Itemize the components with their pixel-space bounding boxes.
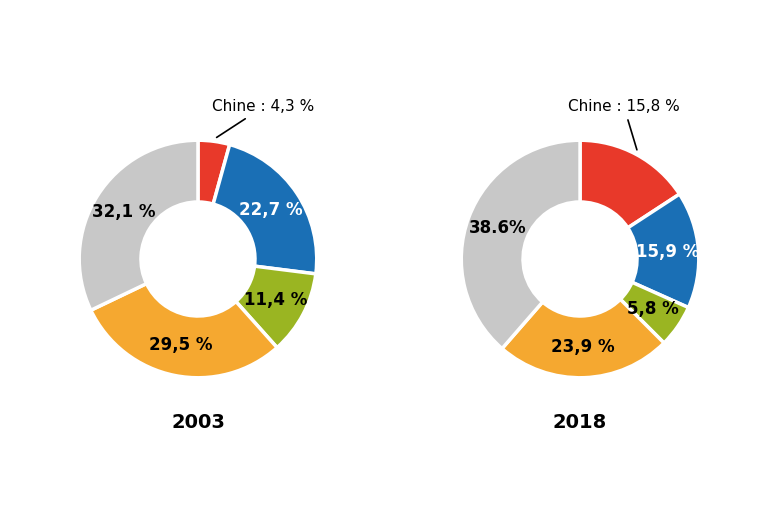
Wedge shape [213, 145, 317, 274]
Text: Chine : 4,3 %: Chine : 4,3 % [212, 99, 314, 137]
Text: 15,9 %: 15,9 % [636, 243, 699, 261]
Text: Chine : 15,8 %: Chine : 15,8 % [568, 99, 680, 150]
Text: 29,5 %: 29,5 % [149, 336, 212, 354]
Wedge shape [628, 194, 699, 308]
Text: 11,4 %: 11,4 % [244, 291, 307, 309]
Wedge shape [91, 283, 277, 378]
Text: 32,1 %: 32,1 % [92, 203, 156, 221]
Wedge shape [198, 140, 230, 204]
Text: 2018: 2018 [553, 413, 607, 433]
Wedge shape [461, 140, 580, 349]
Text: 5,8 %: 5,8 % [626, 300, 678, 318]
Wedge shape [620, 282, 689, 343]
Wedge shape [580, 140, 679, 228]
Text: 22,7 %: 22,7 % [240, 202, 303, 219]
Text: 38.6%: 38.6% [469, 219, 527, 237]
Text: 23,9 %: 23,9 % [552, 338, 615, 356]
Wedge shape [502, 299, 664, 378]
Wedge shape [79, 140, 198, 310]
Text: 2003: 2003 [171, 413, 225, 433]
Wedge shape [236, 266, 316, 348]
